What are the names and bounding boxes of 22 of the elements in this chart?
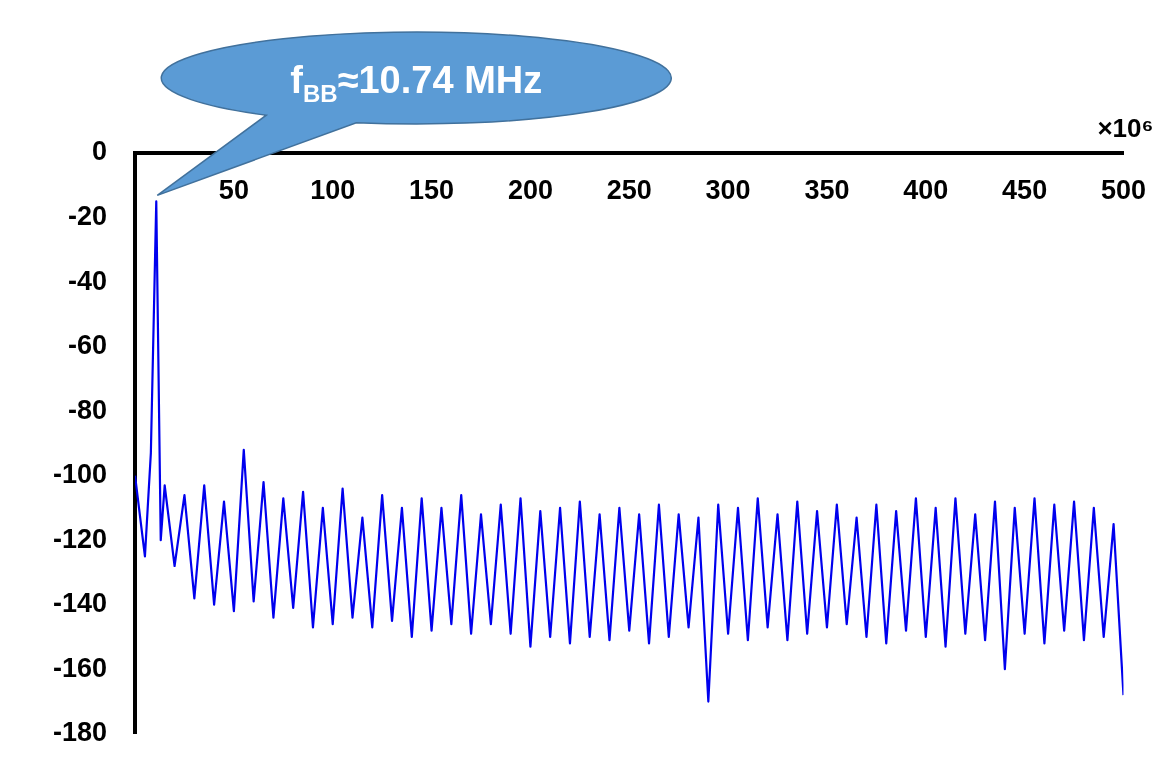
annotation: f$_{BB}$≈10.74 MHz	[290, 59, 543, 107]
x-tick-label: 500	[1100, 174, 1147, 205]
y-tick-label: -40	[68, 265, 108, 296]
x-tick-label: 200	[507, 174, 553, 205]
x-tick-label: 450	[1002, 174, 1048, 205]
text: ×10⁶	[1097, 113, 1154, 144]
x-tick-label: 50	[218, 174, 249, 205]
y-tick-label: -20	[68, 200, 108, 231]
y-tick-label: -120	[52, 523, 108, 554]
x-tick-label: 150	[409, 174, 455, 205]
y-tick-label: -60	[68, 330, 108, 361]
y-tick-label: -140	[52, 588, 108, 619]
y-tick-label: -100	[52, 459, 108, 490]
x-tick-label: 400	[903, 174, 949, 205]
y-tick-label: 0	[92, 136, 108, 167]
x-tick-label: 350	[804, 174, 850, 205]
x-tick-label: 250	[606, 174, 652, 205]
y-tick-label: -180	[52, 717, 108, 748]
x-tick-label: 300	[705, 174, 751, 205]
y-tick-label: -160	[52, 652, 108, 683]
y-tick-label: -80	[68, 394, 108, 425]
x-tick-label: 100	[310, 174, 356, 205]
